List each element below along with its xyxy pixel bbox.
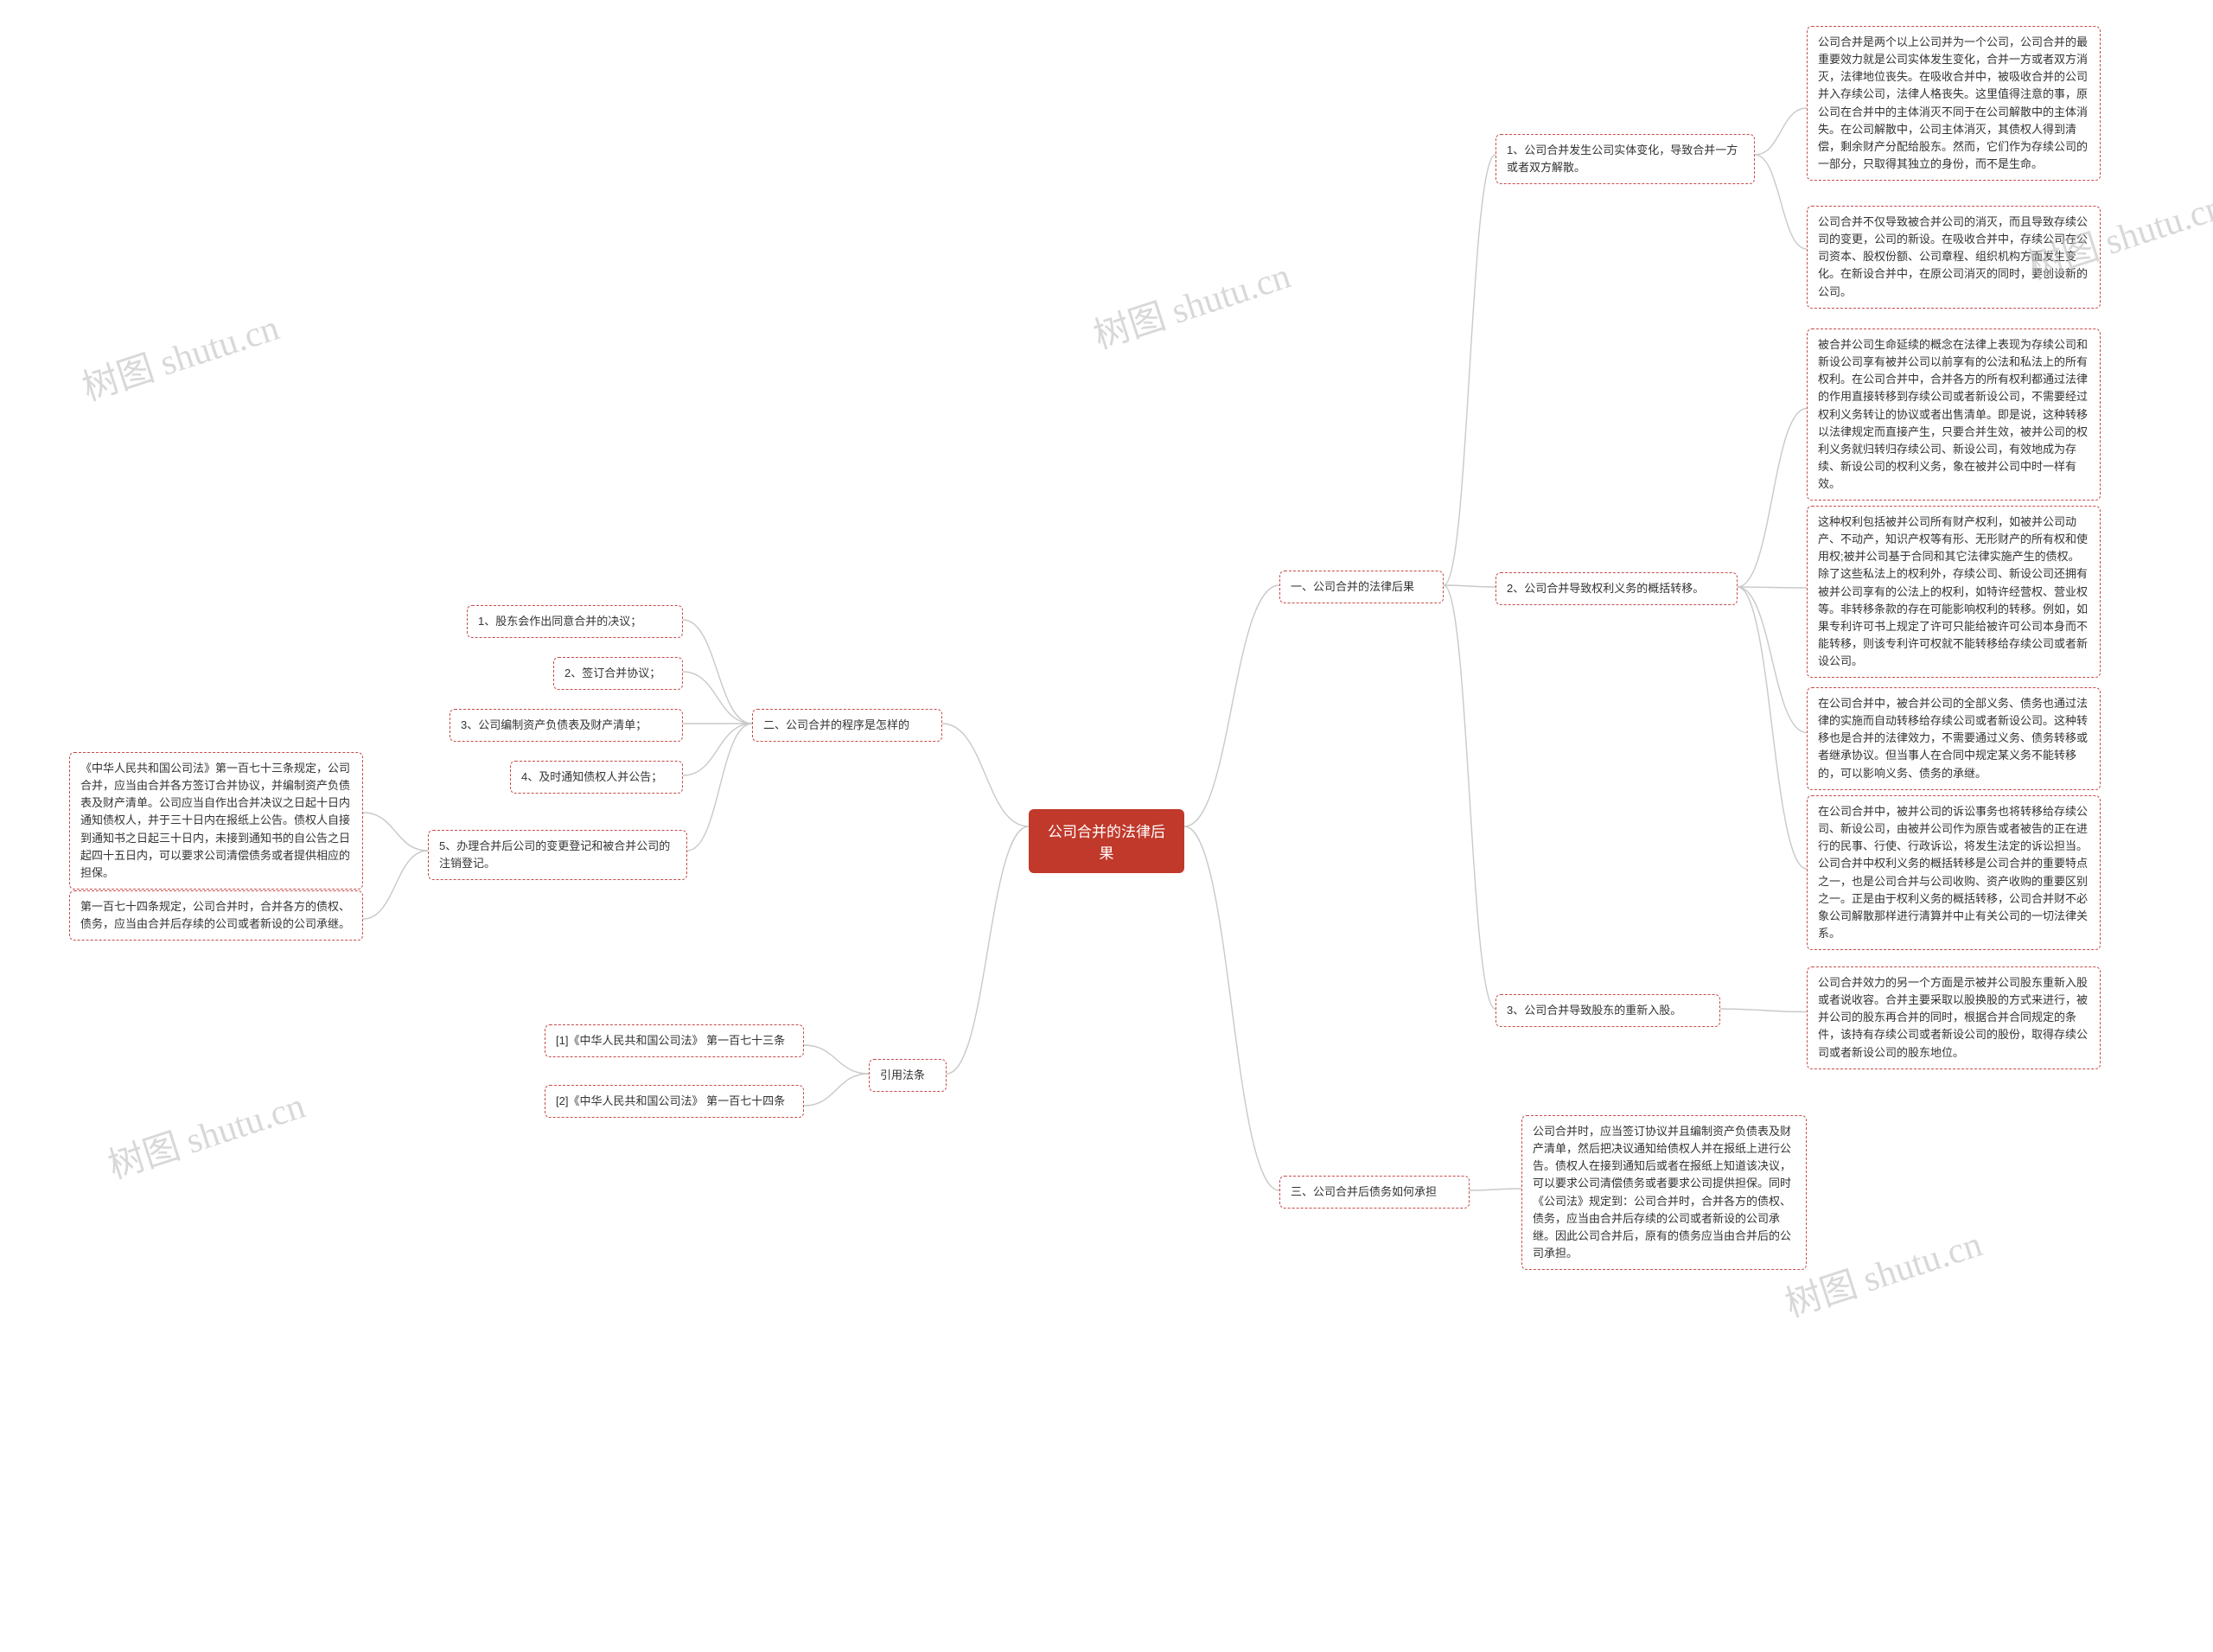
leaf-r1c1-0: 公司合并是两个以上公司并为一个公司，公司合并的最重要效力就是公司实体发生变化，合…	[1807, 26, 2101, 181]
leaf-r1c2-3: 在公司合并中，被并公司的诉讼事务也将转移给存续公司、新设公司，由被并公司作为原告…	[1807, 795, 2101, 950]
watermark: 树图 shutu.cn	[74, 298, 284, 411]
leaf-r1c2-1: 这种权利包括被并公司所有财产权利，如被并公司动产、不动产，知识产权等有形、无形财…	[1807, 506, 2101, 678]
l2c4: 5、办理合并后公司的变更登记和被合并公司的注销登记。	[428, 830, 687, 880]
l2c1: 2、签订合并协议；	[553, 657, 683, 690]
leaf-r1c1-1: 公司合并不仅导致被合并公司的消灭，而且导致存续公司的变更，公司的新设。在吸收合并…	[1807, 206, 2101, 309]
lref1: [2]《中华人民共和国公司法》 第一百七十四条	[545, 1085, 804, 1118]
branch-right3: 三、公司合并后债务如何承担	[1279, 1176, 1470, 1209]
l2c2: 3、公司编制资产负债表及财产清单；	[450, 709, 683, 742]
watermark: 树图 shutu.cn	[1777, 1215, 1987, 1328]
branch-right1: 一、公司合并的法律后果	[1279, 571, 1444, 603]
leaf-l2c4-0: 《中华人民共和国公司法》第一百七十三条规定，公司合并，应当由合并各方签订合并协议…	[69, 752, 363, 890]
watermark: 树图 shutu.cn	[100, 1076, 310, 1190]
l2c0: 1、股东会作出同意合并的决议；	[467, 605, 683, 638]
leaf-l2c4-1: 第一百七十四条规定，公司合并时，合并各方的债权、债务，应当由合并后存续的公司或者…	[69, 890, 363, 941]
r1c3-label: 3、公司合并导致股东的重新入股。	[1496, 994, 1720, 1027]
leaf-r3-0: 公司合并时，应当签订协议并且编制资产负债表及财产清单，然后把决议通知给债权人并在…	[1521, 1115, 1807, 1270]
leaf-r1c3-0: 公司合并效力的另一个方面是示被并公司股东重新入股或者说收容。合并主要采取以股换股…	[1807, 966, 2101, 1069]
r1c2-label: 2、公司合并导致权利义务的概括转移。	[1496, 572, 1738, 605]
watermark: 树图 shutu.cn	[1086, 246, 1296, 360]
branch-left2: 二、公司合并的程序是怎样的	[752, 709, 942, 742]
r1c1-label: 1、公司合并发生公司实体变化，导致合并一方或者双方解散。	[1496, 134, 1755, 184]
l2c3: 4、及时通知债权人并公告；	[510, 761, 683, 794]
center-node: 公司合并的法律后果	[1029, 809, 1184, 873]
leaf-r1c2-0: 被合并公司生命延续的概念在法律上表现为存续公司和新设公司享有被并公司以前享有的公…	[1807, 328, 2101, 501]
leaf-r1c2-2: 在公司合并中，被合并公司的全部义务、债务也通过法律的实施而自动转移给存续公司或者…	[1807, 687, 2101, 790]
lref0: [1]《中华人民共和国公司法》 第一百七十三条	[545, 1024, 804, 1057]
branch-leftref: 引用法条	[869, 1059, 947, 1092]
